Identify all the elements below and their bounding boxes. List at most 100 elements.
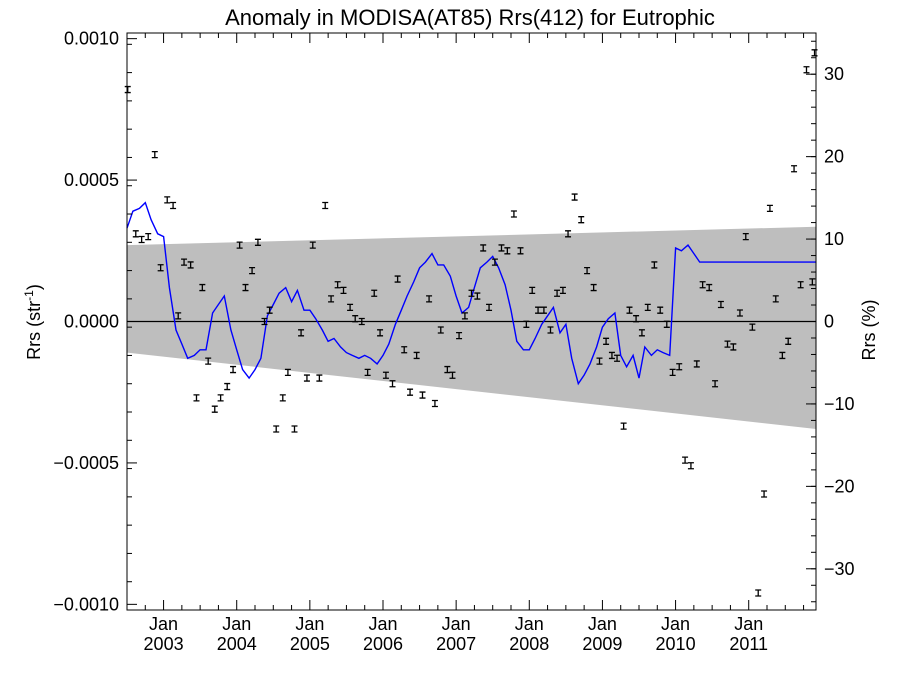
data-point xyxy=(377,329,384,337)
x-tick-label-year: 2003 xyxy=(144,634,184,654)
data-point xyxy=(687,462,694,470)
y-tick-label-right: −10 xyxy=(824,394,855,414)
y-tick-label-right: 10 xyxy=(824,229,844,249)
data-point xyxy=(749,323,756,331)
data-point xyxy=(699,281,706,289)
data-point xyxy=(261,317,268,326)
data-point xyxy=(211,405,218,413)
plot-area: 0.00100.00050.0000−0.0005−0.00103020100−… xyxy=(53,29,854,654)
data-point xyxy=(724,340,731,348)
data-point xyxy=(529,286,536,295)
data-point xyxy=(303,374,310,382)
data-point xyxy=(736,309,743,317)
data-point xyxy=(328,295,335,303)
data-points xyxy=(124,49,818,597)
data-point xyxy=(449,371,456,379)
x-tick-label-month: Jan xyxy=(734,614,763,634)
data-point xyxy=(322,201,329,210)
data-point xyxy=(809,278,816,286)
data-point xyxy=(309,241,316,249)
data-point xyxy=(590,283,597,292)
y-axis-label-right: Rrs (%) xyxy=(859,300,879,361)
x-tick-label-month: Jan xyxy=(661,614,690,634)
data-point xyxy=(730,343,737,351)
data-point xyxy=(242,283,249,292)
data-point xyxy=(510,210,517,218)
data-point xyxy=(401,346,408,354)
data-point xyxy=(157,264,164,272)
data-point xyxy=(249,266,256,275)
data-point xyxy=(187,261,194,269)
x-tick-label-month: Jan xyxy=(588,614,617,634)
data-point xyxy=(644,303,651,312)
y-tick-label-left: −0.0005 xyxy=(53,453,119,473)
uncertainty-band xyxy=(127,226,816,429)
data-point xyxy=(352,315,359,323)
data-point xyxy=(663,320,670,328)
data-point xyxy=(291,425,298,433)
data-point xyxy=(279,394,286,402)
data-point xyxy=(298,329,305,337)
y-tick-label-left: 0.0000 xyxy=(64,312,119,332)
data-point xyxy=(389,380,396,388)
data-point xyxy=(811,49,818,57)
data-point xyxy=(693,360,700,368)
x-tick-label-year: 2010 xyxy=(656,634,696,654)
y-tick-label-left: 0.0005 xyxy=(64,170,119,190)
data-point xyxy=(217,394,224,402)
data-point xyxy=(578,216,585,224)
data-point xyxy=(426,295,433,303)
y-tick-label-right: −30 xyxy=(824,559,855,579)
data-point xyxy=(803,66,810,74)
y-axis-label-left: Rrs (str-1) xyxy=(22,284,44,360)
data-point xyxy=(181,258,188,266)
data-point xyxy=(761,490,768,498)
data-point xyxy=(347,303,354,312)
data-point xyxy=(456,331,463,340)
data-point xyxy=(535,306,542,314)
x-tick-label-month: Jan xyxy=(442,614,471,634)
x-tick-label-year: 2007 xyxy=(436,634,476,654)
data-point xyxy=(504,247,511,255)
data-point xyxy=(266,306,273,314)
data-point xyxy=(316,374,323,382)
data-point xyxy=(474,292,481,300)
data-point xyxy=(547,326,554,334)
y-tick-label-right: −20 xyxy=(824,476,855,496)
data-point xyxy=(437,326,444,334)
data-point xyxy=(638,329,645,337)
data-point xyxy=(517,247,524,255)
data-point xyxy=(419,391,426,399)
data-point xyxy=(559,286,566,295)
data-point xyxy=(651,261,658,269)
data-point xyxy=(124,85,131,94)
data-point xyxy=(657,306,664,314)
data-point xyxy=(603,337,610,345)
data-point xyxy=(145,232,152,241)
data-point xyxy=(444,365,451,374)
data-point xyxy=(596,357,603,365)
data-point xyxy=(151,150,158,159)
data-point xyxy=(772,295,779,303)
data-point xyxy=(358,317,365,326)
y-tick-label-left: 0.0010 xyxy=(64,29,119,49)
data-point xyxy=(236,241,243,249)
data-point xyxy=(755,589,762,597)
data-point xyxy=(371,289,378,297)
data-point xyxy=(407,388,414,396)
y-tick-label-right: 30 xyxy=(824,64,844,84)
data-point xyxy=(633,315,640,323)
data-point xyxy=(779,351,786,360)
data-point xyxy=(175,312,182,320)
data-point xyxy=(224,382,231,391)
smoothed-anomaly-line xyxy=(126,201,816,386)
y-tick-label-right: 20 xyxy=(824,147,844,167)
data-point xyxy=(486,303,493,312)
data-point xyxy=(742,232,749,241)
data-point xyxy=(785,337,792,345)
data-point xyxy=(413,351,420,360)
data-point xyxy=(669,368,676,377)
data-point xyxy=(230,365,237,374)
data-point xyxy=(791,165,798,173)
